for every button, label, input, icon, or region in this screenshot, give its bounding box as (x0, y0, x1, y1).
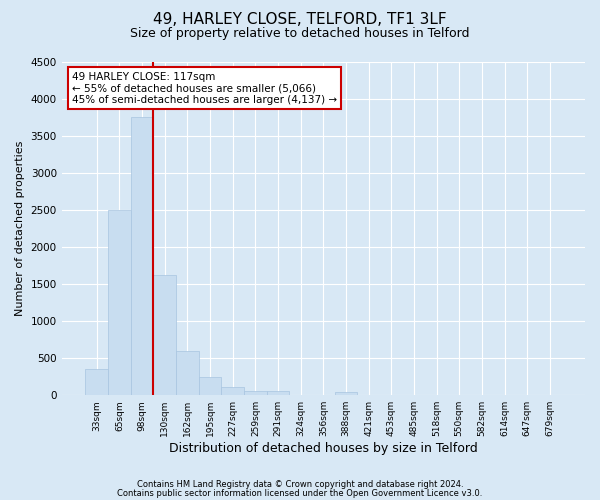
Text: Contains public sector information licensed under the Open Government Licence v3: Contains public sector information licen… (118, 488, 482, 498)
Bar (154, 274, 176, 395)
Bar (221, 388, 244, 395)
X-axis label: Distribution of detached houses by size in Telford: Distribution of detached houses by size … (169, 442, 478, 455)
Text: 49, HARLEY CLOSE, TELFORD, TF1 3LF: 49, HARLEY CLOSE, TELFORD, TF1 3LF (153, 12, 447, 28)
Bar (266, 391, 289, 395)
Text: Size of property relative to detached houses in Telford: Size of property relative to detached ho… (130, 28, 470, 40)
Bar (335, 392, 358, 395)
Text: 49 HARLEY CLOSE: 117sqm
← 55% of detached houses are smaller (5,066)
45% of semi: 49 HARLEY CLOSE: 117sqm ← 55% of detache… (72, 72, 337, 104)
Bar (199, 378, 221, 395)
Bar (176, 350, 199, 395)
Bar (108, 210, 131, 395)
Bar (85, 370, 108, 395)
Bar (244, 391, 266, 395)
Bar (131, 117, 154, 395)
Y-axis label: Number of detached properties: Number of detached properties (15, 140, 25, 316)
Text: Contains HM Land Registry data © Crown copyright and database right 2024.: Contains HM Land Registry data © Crown c… (137, 480, 463, 489)
